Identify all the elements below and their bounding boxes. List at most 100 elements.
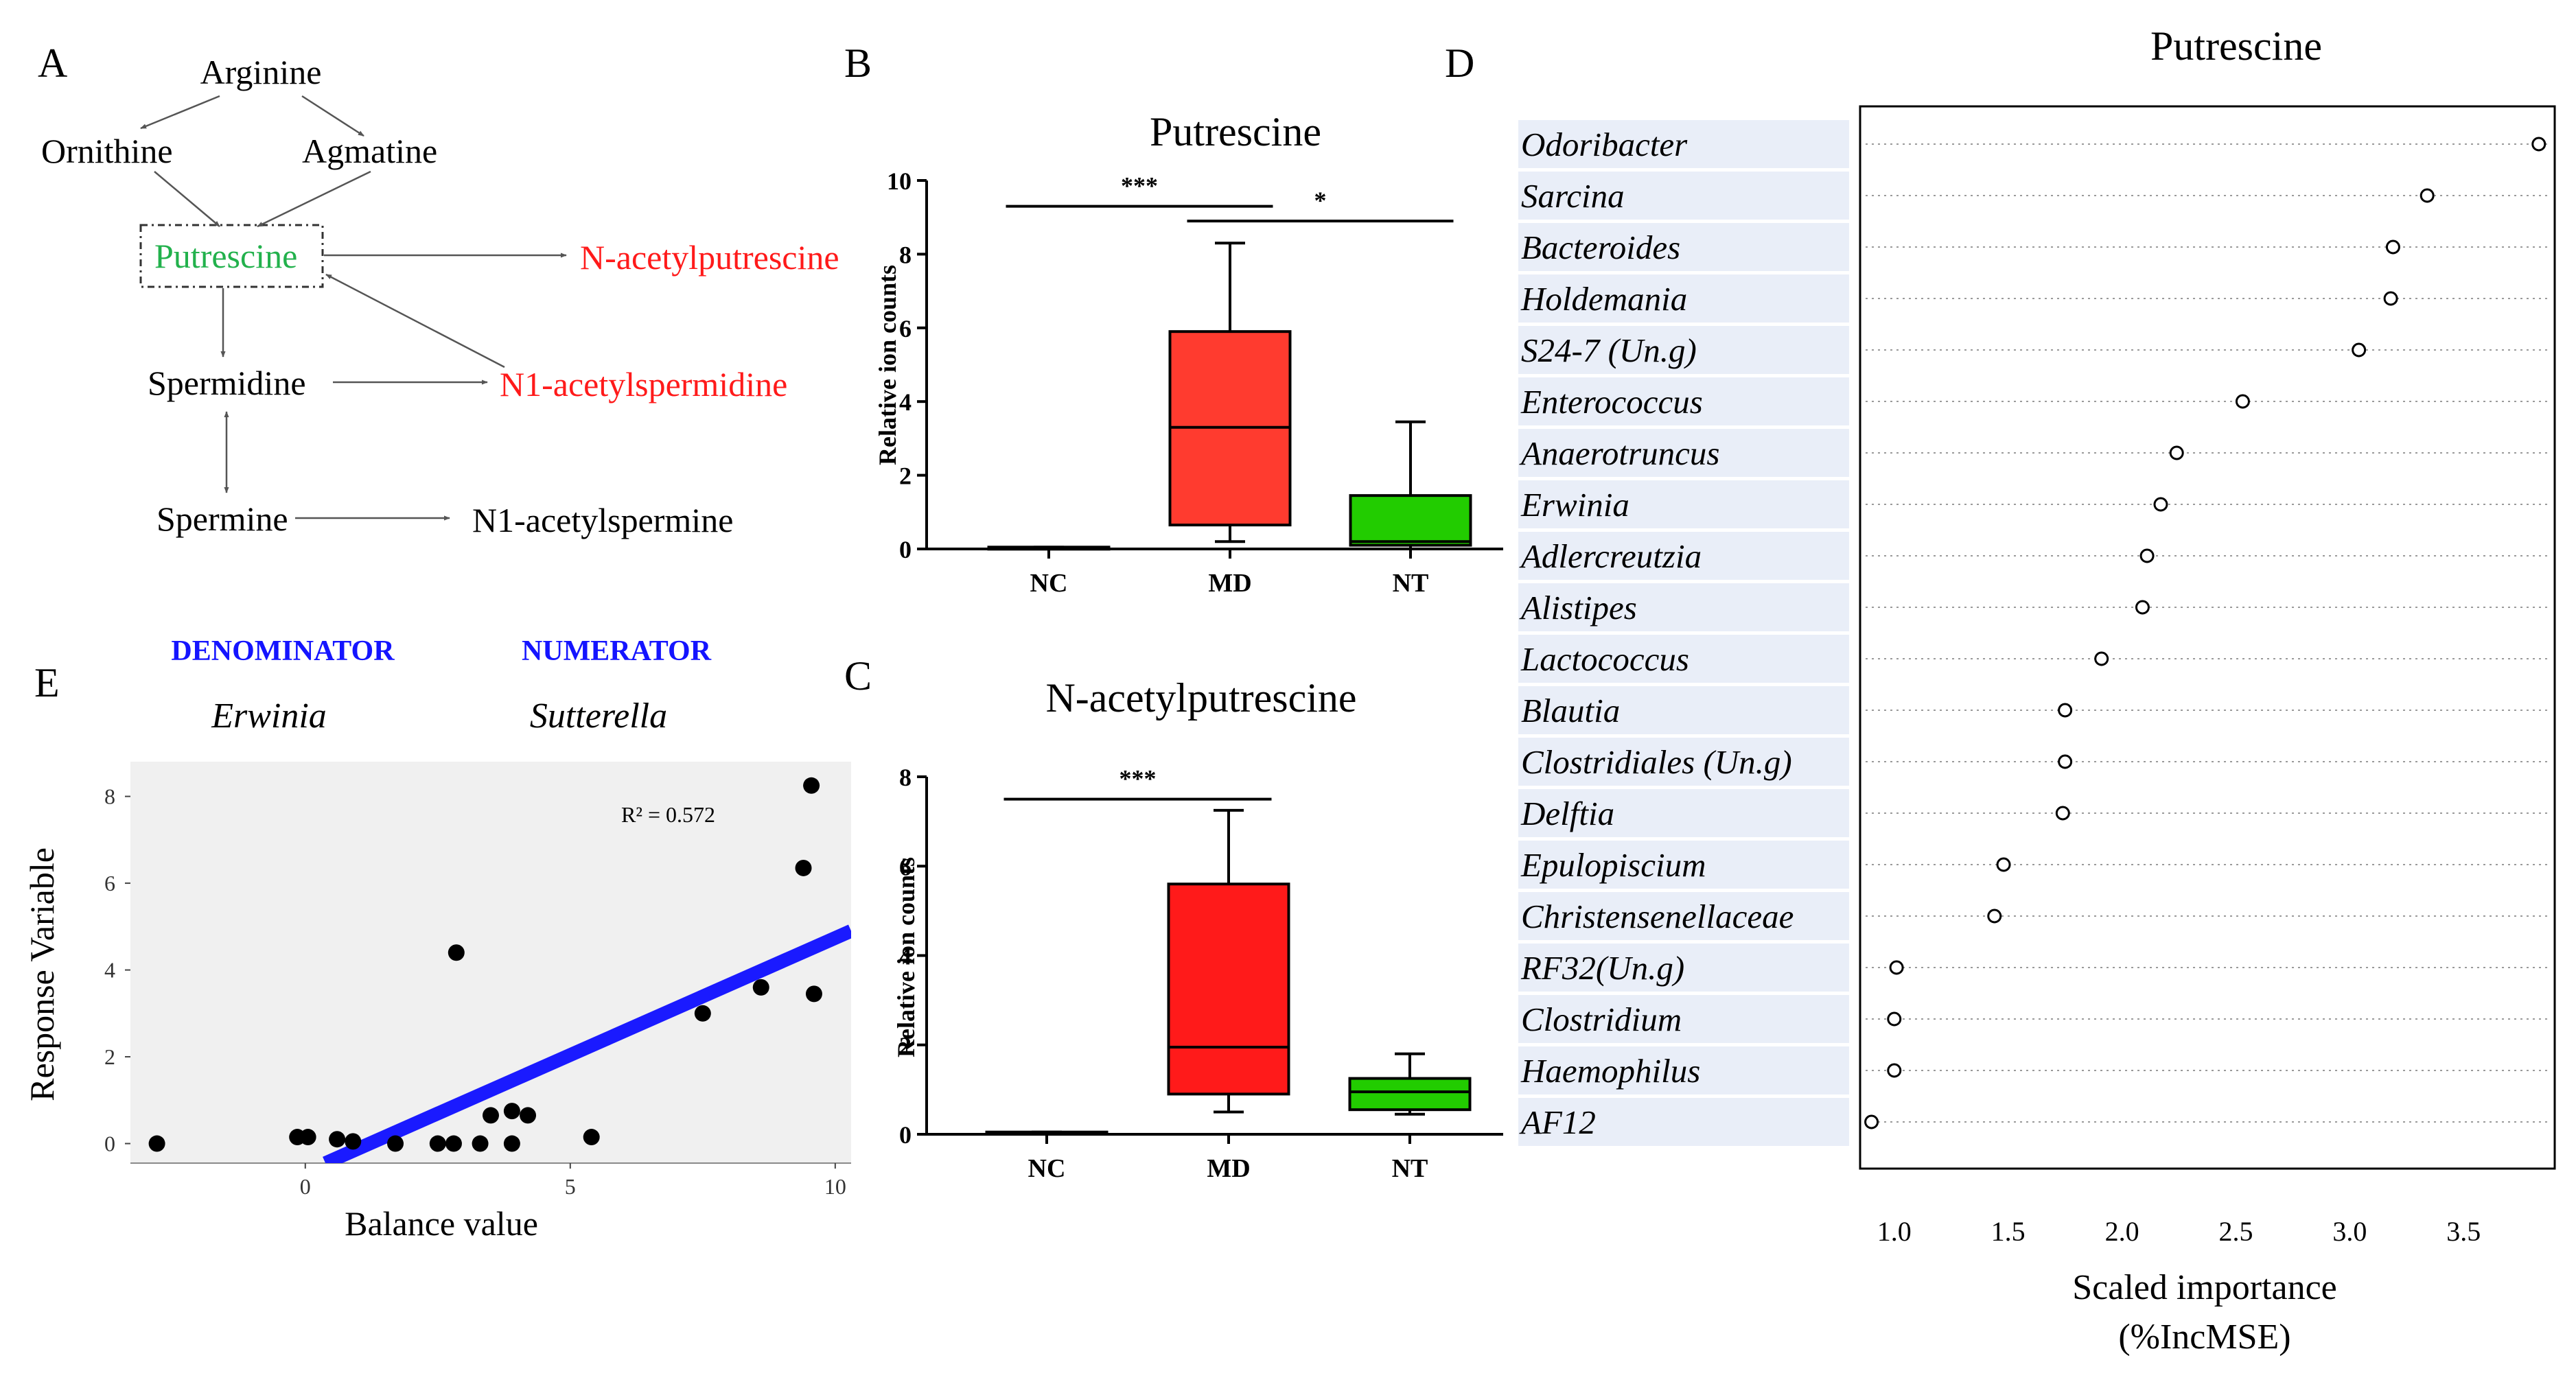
importance-point xyxy=(2058,703,2073,718)
taxon-label: S24-7 (Un.g) xyxy=(1521,331,1697,369)
taxon-label: Blautia xyxy=(1521,692,1620,729)
significance-label: *** xyxy=(1121,172,1158,200)
importance-point xyxy=(2420,188,2435,203)
data-point xyxy=(329,1131,346,1148)
label-background xyxy=(1518,172,1849,220)
label-background xyxy=(1518,583,1849,631)
importance-point xyxy=(2169,445,2184,460)
panel-d: D Putrescine Odoribacter Sarcina Bacteroid… xyxy=(1445,23,2556,1357)
taxon-label: Adlercreutzia xyxy=(1519,537,1702,575)
importance-point xyxy=(1987,909,2002,924)
chart-e-ylabel: Response Variable xyxy=(23,847,61,1101)
box xyxy=(1349,494,1472,547)
x-tick-label: 10 xyxy=(824,1174,846,1199)
arrow-ornithine-putrescine xyxy=(154,171,220,227)
data-point xyxy=(472,1135,489,1152)
label-background xyxy=(1518,841,1849,889)
data-point xyxy=(445,1135,462,1152)
chart-e-numerator-heading: NUMERATOR xyxy=(522,635,712,667)
node-spermine: Spermine xyxy=(156,500,288,538)
x-tick-label: 1.0 xyxy=(1877,1216,1912,1247)
panel-a: A Arginine Ornithine Agmatine Putrescine… xyxy=(38,40,839,539)
x-tick-label: 3.0 xyxy=(2332,1216,2367,1247)
taxon-label: Alistipes xyxy=(1519,589,1637,626)
y-tick-label: 8 xyxy=(899,241,912,268)
label-background xyxy=(1518,995,1849,1043)
importance-point xyxy=(1996,857,2011,872)
y-tick-label: 8 xyxy=(104,784,115,809)
taxon-label: Sarcina xyxy=(1521,177,1625,215)
x-tick-label: 2.0 xyxy=(2105,1216,2139,1247)
taxon-label: Odoribacter xyxy=(1521,126,1688,163)
importance-point xyxy=(1887,1063,1902,1078)
chart-d-frame xyxy=(1859,105,2556,1170)
node-spermidine: Spermidine xyxy=(148,364,306,402)
chart-b-ylabel: Relative ion counts xyxy=(874,265,901,465)
importance-point xyxy=(2135,600,2150,615)
arrow-n1-acetylspermidine-putrescine xyxy=(325,273,505,368)
taxon-label: Clostridiales (Un.g) xyxy=(1521,743,1792,781)
panel-letter-d: D xyxy=(1445,40,1474,86)
y-tick-label: 10 xyxy=(887,167,912,195)
data-point xyxy=(583,1129,600,1146)
data-point xyxy=(805,985,822,1003)
taxon-label: Delftia xyxy=(1520,795,1614,832)
y-tick-label: 8 xyxy=(899,764,912,791)
taxon-label: Bacteroides xyxy=(1521,229,1680,266)
chart-c-title: N-acetylputrescine xyxy=(1045,675,1356,721)
chart-b-title: Putrescine xyxy=(1150,109,1321,154)
data-point xyxy=(520,1107,537,1124)
x-tick-label: 3.5 xyxy=(2446,1216,2481,1247)
label-background xyxy=(1518,120,1849,168)
category-label: NC xyxy=(1028,1154,1066,1183)
importance-point xyxy=(2531,137,2546,152)
y-tick-label: 0 xyxy=(899,536,912,563)
label-background xyxy=(1518,892,1849,940)
putrescine-box xyxy=(139,224,324,288)
category-label: NC xyxy=(1030,569,1068,598)
data-point xyxy=(448,944,465,961)
importance-point xyxy=(1889,960,1904,975)
data-point xyxy=(503,1135,520,1152)
y-tick-label: 6 xyxy=(104,871,115,895)
data-point xyxy=(148,1135,165,1152)
node-n1-acetylspermidine: N1-acetylspermidine xyxy=(500,365,787,403)
y-tick-label: 4 xyxy=(899,388,912,416)
x-tick-label: 5 xyxy=(565,1174,576,1199)
taxon-label: AF12 xyxy=(1519,1103,1596,1141)
panel-e: E DENOMINATOR NUMERATOR Erwinia Sutterel… xyxy=(23,635,851,1243)
data-point xyxy=(345,1133,362,1150)
category-label: MD xyxy=(1207,1154,1250,1183)
y-tick-label: 2 xyxy=(899,1032,912,1059)
taxon-label: Holdemania xyxy=(1520,280,1687,318)
y-tick-label: 6 xyxy=(899,315,912,342)
label-background xyxy=(1518,532,1849,580)
node-n1-acetylspermine: N1-acetylspermine xyxy=(472,501,733,539)
y-tick-label: 0 xyxy=(899,1121,912,1149)
chart-c-ylabel: Relative ion counts xyxy=(892,857,920,1057)
y-tick-label: 4 xyxy=(104,958,115,983)
label-background xyxy=(1518,274,1849,323)
x-tick-label: 1.5 xyxy=(1991,1216,2026,1247)
chart-d-xlabel-2: (%IncMSE) xyxy=(2118,1317,2290,1357)
importance-point xyxy=(1887,1011,1902,1027)
taxon-label: Lactococcus xyxy=(1520,640,1689,678)
plot-background xyxy=(130,762,851,1163)
taxon-label: Clostridium xyxy=(1521,1000,1682,1038)
importance-point xyxy=(2055,806,2070,821)
chart-c-plot: 0 2 4 6 8 NC MD NT *** xyxy=(899,764,1503,1183)
chart-e-plot: 0 2 4 6 8 0 5 10 R² = 0.572 xyxy=(104,762,851,1199)
taxon-label: Anaerotruncus xyxy=(1519,434,1719,472)
chart-e-xlabel: Balance value xyxy=(345,1204,538,1243)
chart-e-denominator: Erwinia xyxy=(211,696,327,736)
category-label: MD xyxy=(1208,569,1251,598)
data-point xyxy=(795,859,812,876)
label-background xyxy=(1518,686,1849,734)
panel-letter-b: B xyxy=(844,40,872,86)
node-arginine: Arginine xyxy=(200,53,322,91)
label-background xyxy=(1518,635,1849,683)
taxon-label: Erwinia xyxy=(1520,486,1629,524)
y-tick-label: 2 xyxy=(104,1044,115,1069)
taxon-label: Epulopiscium xyxy=(1520,846,1706,884)
arrow-arginine-ornithine xyxy=(140,95,220,130)
